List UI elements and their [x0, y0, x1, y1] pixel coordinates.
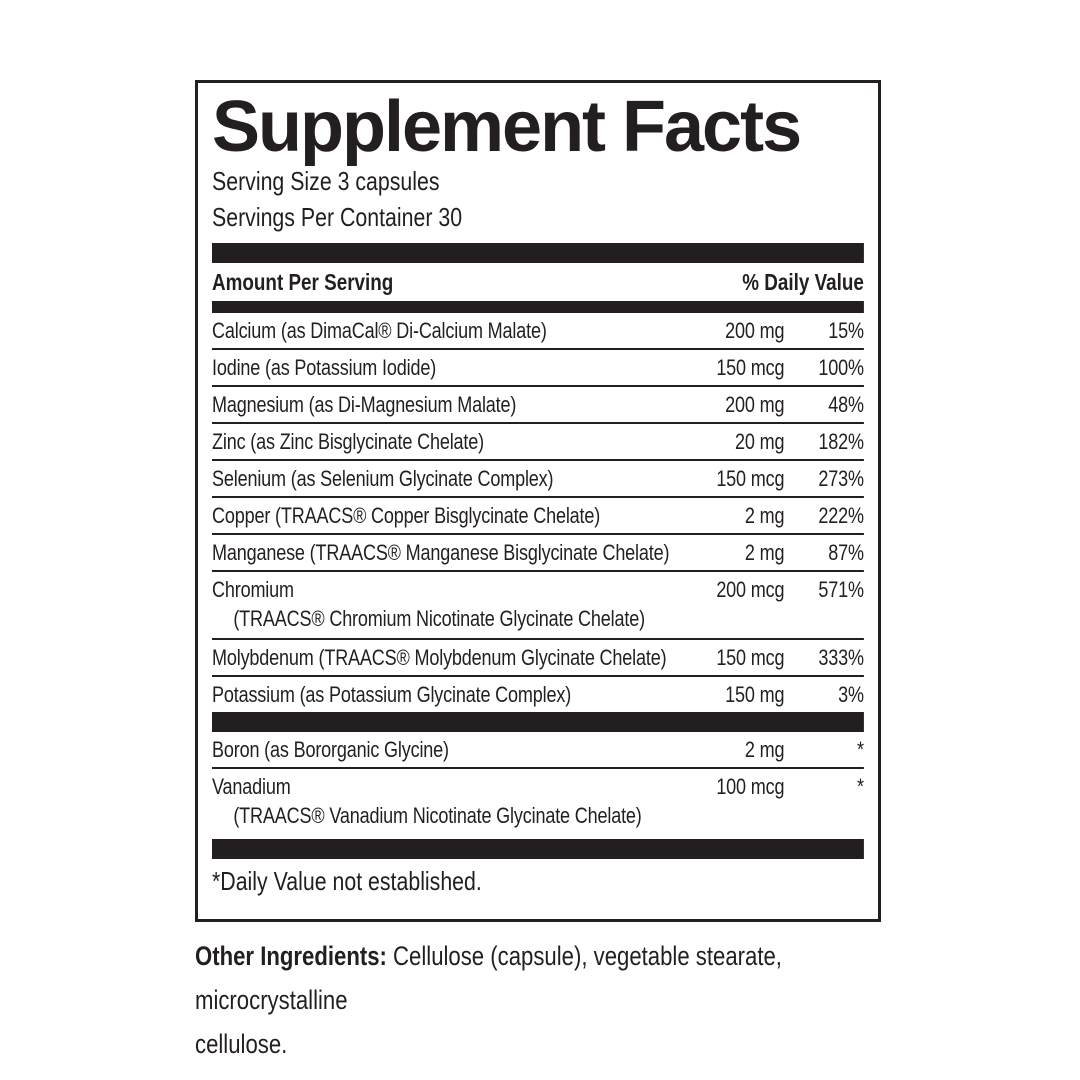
nutrient-daily-value: 571%	[818, 577, 864, 602]
other-ingredients-text-line2: cellulose.	[195, 1029, 288, 1059]
nutrient-amount: 2 mg	[744, 503, 785, 528]
nutrient-amount: 200 mg	[725, 318, 785, 343]
nutrient-amount: 150 mg	[725, 682, 785, 707]
nutrient-row-manganese: Manganese (TRAACS® Manganese Bisglycinat…	[212, 535, 864, 572]
nutrient-daily-value: 100%	[818, 355, 864, 380]
nutrient-amount: 200 mg	[725, 392, 785, 417]
daily-value-header: % Daily Value	[742, 269, 864, 295]
nutrient-row-magnesium: Magnesium (as Di-Magnesium Malate) 200 m…	[212, 387, 864, 424]
other-ingredients-label: Other Ingredients:	[195, 941, 387, 971]
nutrient-daily-value: 222%	[818, 503, 864, 528]
nutrient-name: Chromium	[212, 577, 294, 602]
nutrient-row-iodine: Iodine (as Potassium Iodide) 150 mcg 100…	[212, 350, 864, 387]
nutrient-amount: 150 mcg	[716, 466, 785, 491]
nutrient-name: Boron (as Bororganic Glycine)	[212, 737, 449, 762]
supplement-facts-panel: Supplement Facts Serving Size 3 capsules…	[195, 80, 881, 922]
serving-size: Serving Size 3 capsules	[212, 166, 440, 196]
nutrient-row-calcium: Calcium (as DimaCal® Di-Calcium Malate) …	[212, 313, 864, 350]
nutrient-row-copper: Copper (TRAACS® Copper Bisglycinate Chel…	[212, 498, 864, 535]
nutrient-daily-value: 182%	[818, 429, 864, 454]
nutrient-amount: 200 mcg	[716, 577, 785, 602]
divider-bar-medium	[212, 301, 864, 313]
daily-value-footnote: *Daily Value not established.	[212, 866, 482, 896]
nutrient-daily-value: 3%	[838, 682, 864, 707]
nutrient-daily-value: *	[857, 774, 864, 799]
other-ingredients-text-line1: Cellulose (capsule), vegetable stearate,…	[195, 941, 782, 1015]
nutrient-source-detail: (TRAACS® Vanadium Nicotinate Glycinate C…	[233, 803, 642, 828]
nutrient-row-selenium: Selenium (as Selenium Glycinate Complex)…	[212, 461, 864, 498]
nutrient-row-boron: Boron (as Bororganic Glycine) 2 mg *	[212, 732, 864, 769]
nutrient-name: Molybdenum (TRAACS® Molybdenum Glycinate…	[212, 645, 667, 670]
nutrient-row-molybdenum: Molybdenum (TRAACS® Molybdenum Glycinate…	[212, 640, 864, 677]
nutrient-daily-value: 333%	[818, 645, 864, 670]
nutrient-row-zinc: Zinc (as Zinc Bisglycinate Chelate) 20 m…	[212, 424, 864, 461]
nutrient-name: Calcium (as DimaCal® Di-Calcium Malate)	[212, 318, 547, 343]
nutrient-row-vanadium: Vanadium 100 mcg * (TRAACS® Vanadium Nic…	[212, 769, 864, 835]
nutrient-daily-value: 87%	[828, 540, 864, 565]
nutrient-daily-value: 273%	[818, 466, 864, 491]
nutrient-daily-value: *	[857, 737, 864, 762]
nutrient-amount: 20 mg	[735, 429, 785, 454]
other-ingredients-section: Other Ingredients: Cellulose (capsule), …	[195, 934, 890, 1066]
nutrient-row-chromium: Chromium 200 mcg 571% (TRAACS® Chromium …	[212, 572, 864, 640]
divider-bar-thick-bottom	[212, 839, 864, 859]
nutrient-name: Potassium (as Potassium Glycinate Comple…	[212, 682, 572, 707]
nutrient-amount: 100 mcg	[716, 774, 785, 799]
nutrient-amount: 150 mcg	[716, 355, 785, 380]
nutrient-source-detail: (TRAACS® Chromium Nicotinate Glycinate C…	[233, 606, 645, 631]
panel-body: Serving Size 3 capsules Servings Per Con…	[212, 163, 864, 898]
nutrient-name: Magnesium (as Di-Magnesium Malate)	[212, 392, 517, 417]
nutrient-name: Vanadium	[212, 774, 291, 799]
nutrient-daily-value: 15%	[828, 318, 864, 343]
nutrient-name: Iodine (as Potassium Iodide)	[212, 355, 437, 380]
panel-title: Supplement Facts	[212, 87, 802, 167]
column-header-row: Amount Per Serving % Daily Value	[212, 263, 864, 301]
nutrient-amount: 2 mg	[744, 540, 785, 565]
nutrient-name: Selenium (as Selenium Glycinate Complex)	[212, 466, 554, 491]
divider-bar-thick-middle	[212, 712, 864, 732]
nutrient-daily-value: 48%	[828, 392, 864, 417]
nutrient-row-potassium: Potassium (as Potassium Glycinate Comple…	[212, 677, 864, 712]
nutrient-name: Manganese (TRAACS® Manganese Bisglycinat…	[212, 540, 670, 565]
nutrient-name: Zinc (as Zinc Bisglycinate Chelate)	[212, 429, 484, 454]
nutrient-name: Copper (TRAACS® Copper Bisglycinate Chel…	[212, 503, 601, 528]
divider-bar-thick-top	[212, 243, 864, 263]
nutrient-amount: 2 mg	[744, 737, 785, 762]
nutrient-amount: 150 mcg	[716, 645, 785, 670]
servings-per-container: Servings Per Container 30	[212, 202, 463, 232]
amount-per-serving-header: Amount Per Serving	[212, 269, 394, 295]
